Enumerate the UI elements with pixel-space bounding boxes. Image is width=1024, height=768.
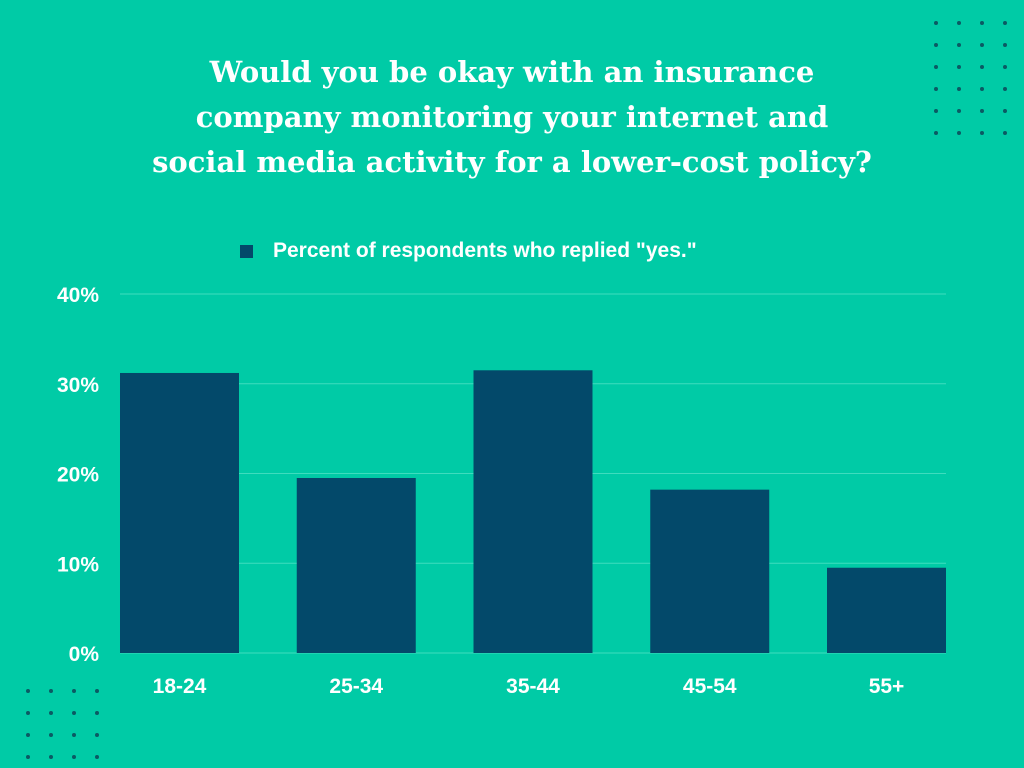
x-tick-label: 55+ <box>869 675 905 698</box>
y-tick-label: 30% <box>57 374 99 397</box>
y-tick-label: 0% <box>69 643 100 666</box>
bar-55+ <box>827 567 946 653</box>
legend-label: Percent of respondents who replied "yes.… <box>273 239 697 262</box>
chart-title-line-1: Would you be okay with an insurance <box>209 55 815 89</box>
x-tick-label: 18-24 <box>153 675 207 698</box>
decorative-dots-top-right <box>934 21 1007 135</box>
x-tick-label: 45-54 <box>683 675 737 698</box>
chart-title-line-3: social media activity for a lower-cost p… <box>152 145 872 179</box>
legend-swatch <box>240 244 253 258</box>
bar-25-34 <box>296 477 416 653</box>
y-tick-label: 40% <box>57 284 99 307</box>
x-tick-label: 25-34 <box>329 675 383 698</box>
chart-title-line-2: company monitoring your internet and <box>195 100 829 134</box>
bar-45-54 <box>650 489 770 653</box>
bar-35-44 <box>473 370 593 653</box>
chart-title: Would you be okay with an insurance comp… <box>62 50 962 185</box>
y-tick-label: 10% <box>57 553 99 576</box>
x-tick-label: 35-44 <box>506 675 560 698</box>
chart-legend: Percent of respondents who replied "yes.… <box>240 239 697 263</box>
y-tick-label: 20% <box>57 464 99 487</box>
bar-18-24 <box>120 372 239 653</box>
decorative-dots-bottom-left <box>26 689 99 759</box>
